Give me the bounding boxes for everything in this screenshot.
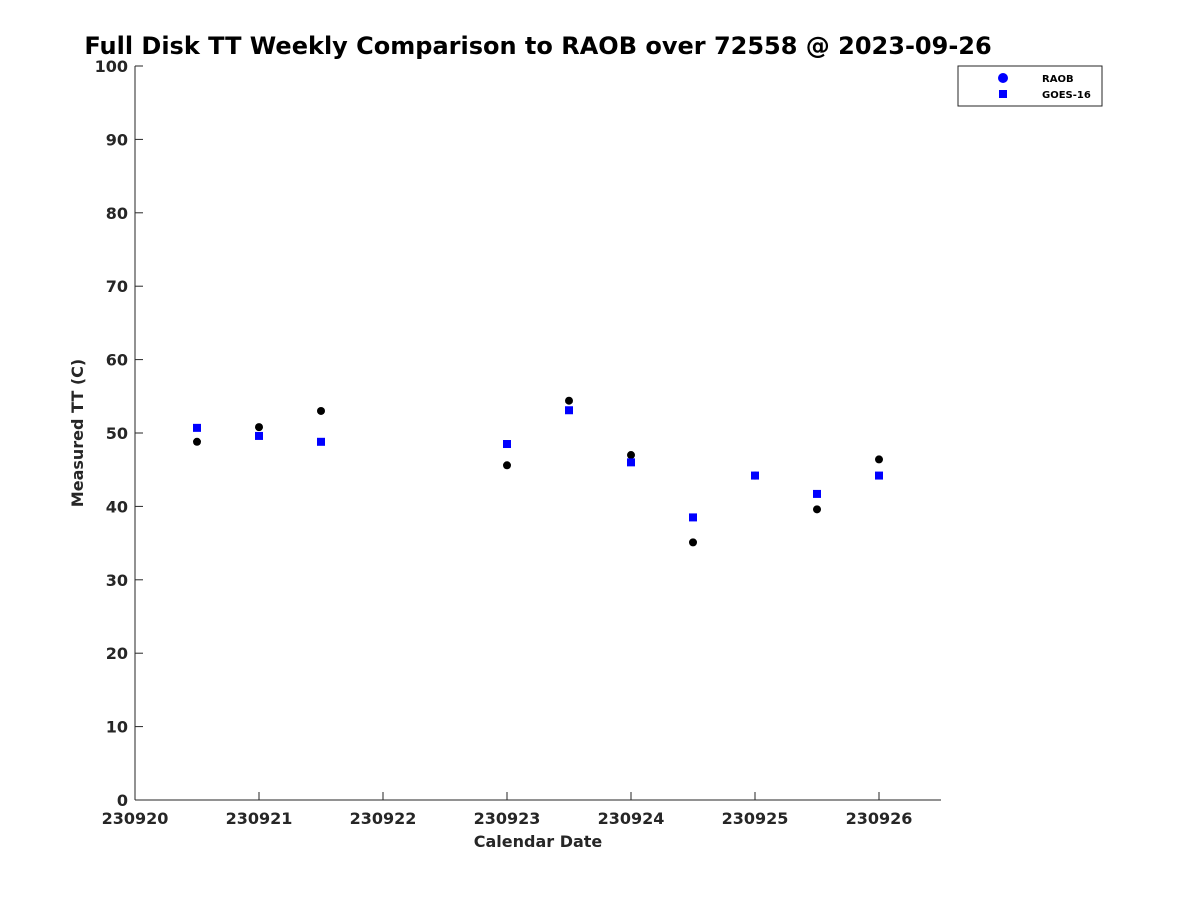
- tick-labels: 0 10 20 30 40 50 60 70 80 90 100 230920 230921 230922…: [95, 57, 913, 828]
- y-axis-label: Measured TT (C): [68, 359, 87, 507]
- y-tick-label: 60: [106, 351, 128, 370]
- y-tick-label: 90: [106, 130, 128, 149]
- y-tick-label: 10: [106, 718, 128, 737]
- legend-label: GOES-16: [1042, 90, 1091, 101]
- y-tick-label: 50: [106, 424, 128, 443]
- x-tick-label: 230922: [350, 809, 417, 828]
- x-tick-label: 230924: [598, 809, 665, 828]
- goes16-point: [813, 489, 821, 498]
- goes16-point: [627, 458, 635, 467]
- axes: [134, 65, 941, 801]
- raob-point: [193, 437, 201, 446]
- chart-title: Full Disk TT Weekly Comparison to RAOB o…: [84, 32, 991, 60]
- goes16-point: [503, 440, 511, 449]
- y-tick-label: 70: [106, 277, 128, 296]
- goes16-point: [255, 431, 263, 440]
- goes16-point: [689, 513, 697, 522]
- goes16-point: [751, 471, 759, 480]
- y-tick-label: 80: [106, 204, 128, 223]
- legend-box: [957, 65, 1103, 107]
- x-tick-label: 230925: [722, 809, 789, 828]
- goes16-point: [317, 437, 325, 446]
- x-tick-label: 230920: [102, 809, 169, 828]
- y-tick-label: 30: [106, 571, 128, 590]
- raob-point: [255, 423, 263, 432]
- raob-point: [317, 406, 325, 415]
- goes16-point: [875, 471, 883, 480]
- raob-point: [565, 396, 573, 405]
- raob-point: [503, 461, 511, 470]
- raob-point: [627, 451, 635, 460]
- y-tick-label: 100: [95, 57, 128, 76]
- raob-point: [875, 455, 883, 464]
- y-tick-label: 0: [117, 791, 128, 810]
- goes16-point: [565, 406, 573, 415]
- x-tick-label: 230923: [474, 809, 541, 828]
- x-axis-label: Calendar Date: [474, 832, 603, 851]
- legend-circle-icon: [998, 73, 1008, 83]
- x-tick-label: 230926: [846, 809, 913, 828]
- legend-label: RAOB: [1042, 74, 1074, 85]
- y-tick-label: 40: [106, 497, 128, 516]
- y-tick-label: 20: [106, 644, 128, 663]
- legend: RAOB GOES-16: [957, 65, 1103, 107]
- x-tick-label: 230921: [226, 809, 293, 828]
- data-points: [193, 396, 883, 547]
- raob-point: [689, 538, 697, 547]
- raob-point: [813, 505, 821, 514]
- goes16-point: [193, 423, 201, 432]
- legend-square-icon: [999, 90, 1007, 98]
